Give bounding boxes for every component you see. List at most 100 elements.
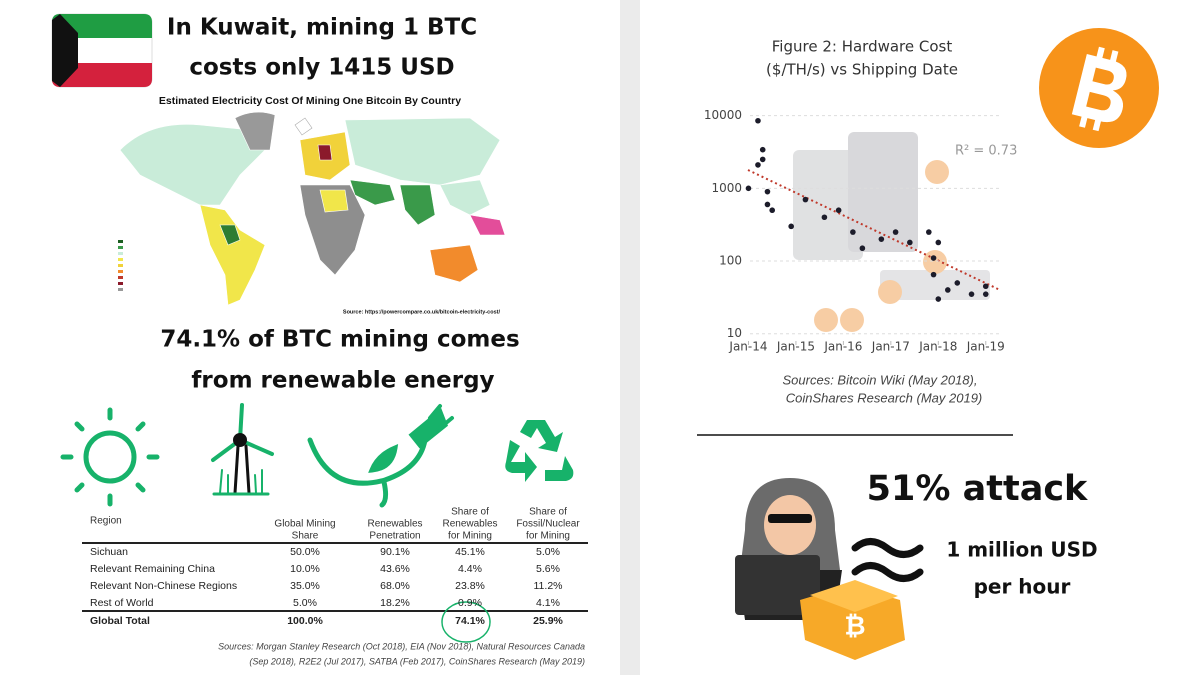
table-header: Fossil/Nuclear xyxy=(516,519,580,530)
table-header: Renewables xyxy=(367,519,422,530)
table-cell: 5.0% xyxy=(293,597,317,609)
map-source: Source: https://powercompare.co.uk/bitco… xyxy=(343,309,501,315)
r-squared: R² = 0.73 xyxy=(955,144,1017,159)
y-tick-label: 1000 xyxy=(711,181,742,195)
total-cell: 100.0% xyxy=(287,615,323,627)
x-tick-label: Jan-14 xyxy=(728,340,767,354)
point xyxy=(907,239,913,246)
point xyxy=(982,283,989,290)
point xyxy=(759,156,766,163)
table-cell: 45.1% xyxy=(455,546,485,558)
y-tick-label: 100 xyxy=(719,254,742,268)
point xyxy=(745,185,752,192)
table-header: Region xyxy=(90,516,122,527)
world-map xyxy=(119,111,506,306)
total-cell: 74.1% xyxy=(455,615,485,627)
x-tick-label: Jan-17 xyxy=(871,340,910,354)
point xyxy=(788,223,794,230)
point xyxy=(850,229,856,235)
point xyxy=(769,207,776,214)
table-header: Global Mining xyxy=(274,519,335,530)
table-cell: 90.1% xyxy=(380,546,410,558)
table-cell: 43.6% xyxy=(380,563,410,575)
point xyxy=(859,245,866,252)
row-label: Relevant Non-Chinese Regions xyxy=(90,580,237,592)
table-header: for Mining xyxy=(448,531,492,542)
chart-title: ($/TH/s) vs Shipping Date xyxy=(766,61,958,79)
mining-table: Region Global MiningShareRenewablesPenetr… xyxy=(82,507,588,666)
attack-title: 51% attack xyxy=(867,469,1088,509)
y-tick-label: 10 xyxy=(727,326,742,340)
table-header: Penetration xyxy=(369,531,420,542)
table-cell: 11.2% xyxy=(534,580,563,592)
table-source: (Sep 2018), R2E2 (Jul 2017), SATBA (Feb … xyxy=(249,656,585,666)
point xyxy=(755,162,761,168)
point xyxy=(944,287,951,293)
table-cell: 10.0% xyxy=(290,563,320,575)
trend-line xyxy=(747,169,1001,291)
wind-turbine-icon xyxy=(211,403,274,496)
point xyxy=(954,280,961,286)
divider xyxy=(620,0,640,675)
point xyxy=(926,229,932,235)
table-cell: 4.1% xyxy=(536,597,560,609)
coin-symbol: ₿ xyxy=(844,612,865,642)
table-header: Renewables xyxy=(442,519,497,530)
chart-background xyxy=(793,132,990,332)
renewable-headline: 74.1% of BTC mining comes xyxy=(160,327,519,353)
table-cell: 23.8% xyxy=(455,580,485,592)
plug-icon xyxy=(307,404,454,508)
point xyxy=(835,207,842,214)
map-legend xyxy=(118,240,123,291)
x-tick-label: Jan-16 xyxy=(823,340,862,354)
point xyxy=(982,291,989,297)
row-label: Relevant Remaining China xyxy=(90,563,215,575)
approx-sign xyxy=(851,538,924,582)
x-tick-label: Jan-15 xyxy=(776,340,815,354)
point xyxy=(821,214,828,221)
sun-icon xyxy=(60,407,160,507)
point xyxy=(802,196,809,203)
point xyxy=(755,117,761,124)
chart-source: CoinShares Research (May 2019) xyxy=(786,390,983,405)
chart-title: Figure 2: Hardware Cost xyxy=(772,38,953,56)
hacker-illustration: ₿ xyxy=(735,478,905,660)
x-tick-label: Jan-18 xyxy=(918,340,957,354)
table-cell: 5.6% xyxy=(536,563,560,575)
table-header: Share xyxy=(292,531,319,542)
row-label: Sichuan xyxy=(90,546,128,558)
recycle-icon xyxy=(505,420,574,482)
point xyxy=(764,188,771,195)
table-cell: 50.0% xyxy=(290,546,320,558)
row-label: Rest of World xyxy=(90,597,154,609)
point xyxy=(935,296,942,302)
table-cell: 5.0% xyxy=(536,546,560,558)
table-cell: 35.0% xyxy=(290,580,320,592)
table-header: for Mining xyxy=(526,531,570,542)
total-cell: 25.9% xyxy=(533,615,563,627)
point xyxy=(892,229,899,235)
attack-cost: 1 million USD xyxy=(946,538,1097,562)
x-tick-label: Jan-19 xyxy=(966,340,1005,354)
point xyxy=(968,291,975,297)
table-cell: 4.4% xyxy=(458,563,482,575)
highlight-circle xyxy=(441,601,491,643)
point xyxy=(930,255,937,261)
bitcoin-logo xyxy=(1039,28,1159,148)
point xyxy=(764,201,771,208)
table-header: Share of xyxy=(451,507,489,518)
chart-source: Sources: Bitcoin Wiki (May 2018), xyxy=(783,372,978,387)
table-cell: 0.9% xyxy=(458,597,482,609)
renewable-headline: from renewable energy xyxy=(191,368,494,394)
table-header: Share of xyxy=(529,507,567,518)
headline: In Kuwait, mining 1 BTC xyxy=(167,15,477,41)
point xyxy=(930,271,937,278)
attack-cost: per hour xyxy=(974,575,1071,599)
point xyxy=(759,146,766,153)
table-cell: 18.2% xyxy=(380,597,410,609)
point xyxy=(935,239,942,246)
table-cell: 68.0% xyxy=(380,580,410,592)
kuwait-flag xyxy=(51,13,153,88)
point xyxy=(878,236,885,242)
